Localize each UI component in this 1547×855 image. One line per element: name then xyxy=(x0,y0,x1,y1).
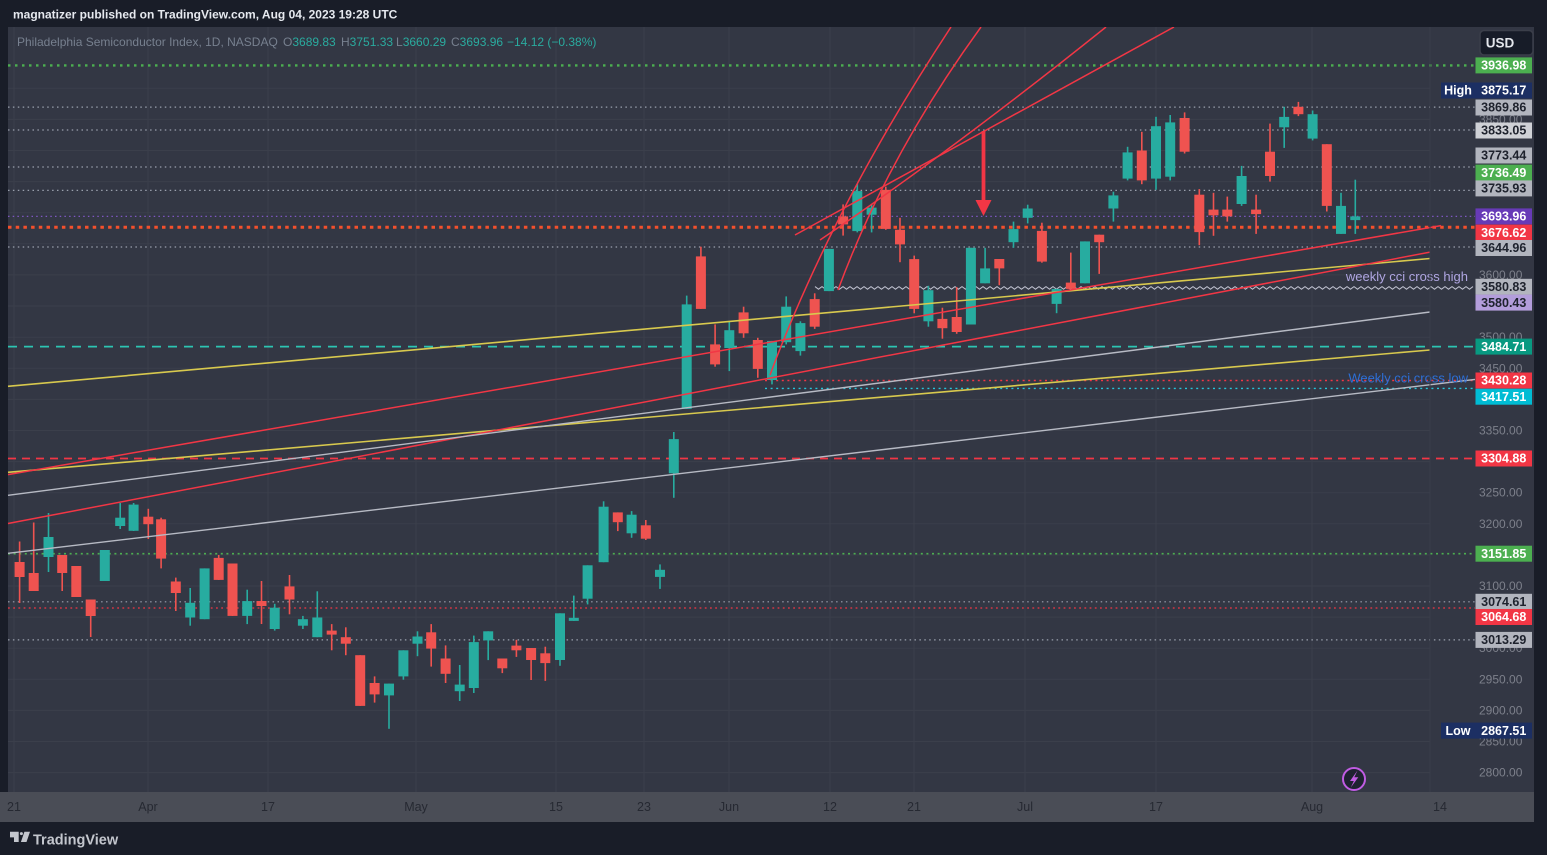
svg-text:Aug: Aug xyxy=(1301,800,1323,814)
svg-text:3417.51: 3417.51 xyxy=(1481,390,1526,404)
svg-text:3735.93: 3735.93 xyxy=(1481,182,1526,196)
svg-text:2900.00: 2900.00 xyxy=(1479,703,1523,717)
svg-text:3484.71: 3484.71 xyxy=(1481,340,1526,354)
svg-text:3580.83: 3580.83 xyxy=(1481,280,1526,294)
svg-text:Apr: Apr xyxy=(138,800,157,814)
svg-text:USD: USD xyxy=(1486,36,1515,51)
svg-text:23: 23 xyxy=(637,800,651,814)
svg-text:12: 12 xyxy=(823,800,837,814)
svg-text:3736.49: 3736.49 xyxy=(1481,166,1526,180)
svg-text:L3660.29: L3660.29 xyxy=(396,35,446,49)
svg-text:17: 17 xyxy=(261,800,275,814)
svg-text:C3693.96: C3693.96 xyxy=(451,35,503,49)
svg-text:3936.98: 3936.98 xyxy=(1481,59,1526,73)
svg-text:14: 14 xyxy=(1433,800,1447,814)
svg-text:3869.86: 3869.86 xyxy=(1481,101,1526,115)
svg-text:3100.00: 3100.00 xyxy=(1479,579,1523,593)
svg-text:3074.61: 3074.61 xyxy=(1481,595,1526,609)
svg-text:H3751.33: H3751.33 xyxy=(341,35,393,49)
svg-text:3200.00: 3200.00 xyxy=(1479,517,1523,531)
svg-text:17: 17 xyxy=(1149,800,1163,814)
svg-text:Philadelphia Semiconductor Ind: Philadelphia Semiconductor Index, 1D, NA… xyxy=(17,35,278,49)
svg-text:15: 15 xyxy=(549,800,563,814)
svg-text:weekly cci cross high: weekly cci cross high xyxy=(1345,269,1468,284)
svg-text:3250.00: 3250.00 xyxy=(1479,486,1523,500)
svg-text:O3689.83: O3689.83 xyxy=(283,35,336,49)
svg-text:3875.17: 3875.17 xyxy=(1481,84,1526,98)
svg-text:3833.05: 3833.05 xyxy=(1481,124,1526,138)
svg-text:3773.44: 3773.44 xyxy=(1481,149,1526,163)
svg-text:May: May xyxy=(404,800,428,814)
svg-text:3676.62: 3676.62 xyxy=(1481,226,1526,240)
svg-text:3013.29: 3013.29 xyxy=(1481,633,1526,647)
svg-text:magnatizer published on Tradin: magnatizer published on TradingView.com,… xyxy=(13,8,398,22)
svg-text:Low: Low xyxy=(1446,724,1471,738)
svg-text:−14.12 (−0.38%): −14.12 (−0.38%) xyxy=(507,35,596,49)
svg-text:3600.00: 3600.00 xyxy=(1479,268,1523,282)
svg-text:3350.00: 3350.00 xyxy=(1479,424,1523,438)
svg-text:3151.85: 3151.85 xyxy=(1481,547,1526,561)
svg-text:2950.00: 2950.00 xyxy=(1479,672,1523,686)
svg-text:Weekly cci cross low: Weekly cci cross low xyxy=(1348,371,1468,386)
svg-text:2800.00: 2800.00 xyxy=(1479,766,1523,780)
svg-text:3064.68: 3064.68 xyxy=(1481,610,1526,624)
svg-text:21: 21 xyxy=(907,800,921,814)
svg-text:3430.28: 3430.28 xyxy=(1481,374,1526,388)
svg-text:3450.00: 3450.00 xyxy=(1479,361,1523,375)
svg-text:3304.88: 3304.88 xyxy=(1481,452,1526,466)
svg-text:Jun: Jun xyxy=(719,800,739,814)
svg-text:Jul: Jul xyxy=(1017,800,1033,814)
svg-text:3580.43: 3580.43 xyxy=(1481,296,1526,310)
svg-text:3644.96: 3644.96 xyxy=(1481,241,1526,255)
svg-text:TradingView: TradingView xyxy=(33,833,119,849)
svg-text:21: 21 xyxy=(7,800,21,814)
svg-text:3693.96: 3693.96 xyxy=(1481,210,1526,224)
svg-text:High: High xyxy=(1444,84,1472,98)
svg-text:2867.51: 2867.51 xyxy=(1481,724,1526,738)
